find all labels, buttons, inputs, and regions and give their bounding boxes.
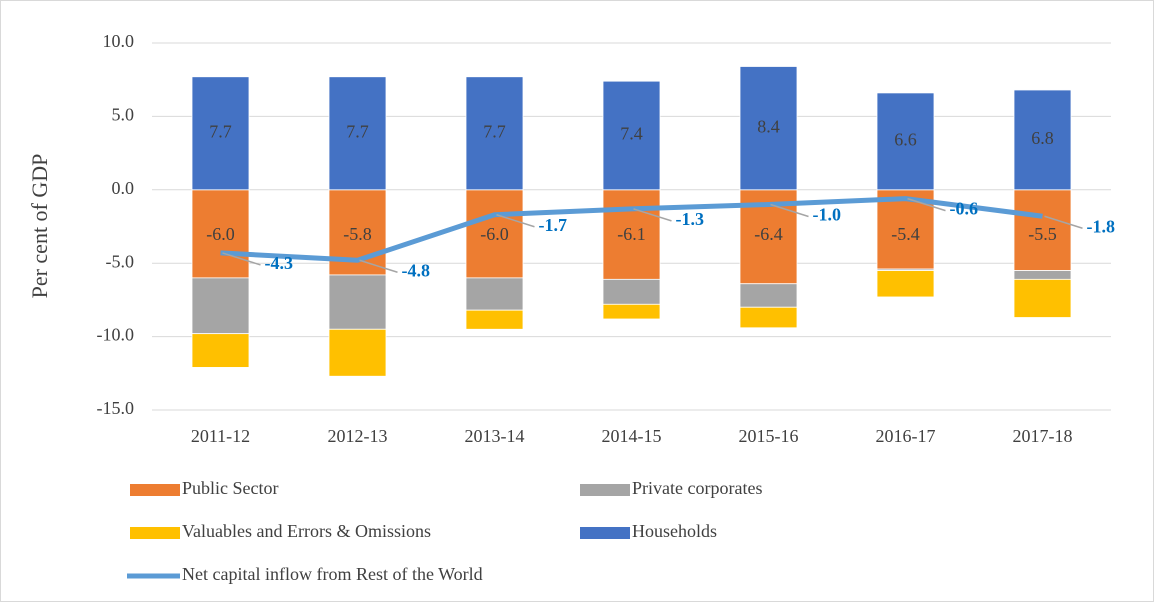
- line-data-label: -4.3: [265, 253, 294, 273]
- bar-segment: [876, 92, 935, 191]
- label-leader: [770, 203, 809, 218]
- x-tick-label: 2013-14: [465, 426, 525, 446]
- y-tick-label: 10.0: [103, 31, 135, 51]
- line-data-label: -0.6: [950, 199, 979, 219]
- bar-segment: [602, 303, 661, 320]
- y-tick-label: -10.0: [97, 325, 135, 345]
- label-leader: [359, 259, 398, 273]
- bar-segment: [328, 328, 387, 377]
- y-tick-label: 5.0: [112, 105, 135, 125]
- label-leader: [907, 197, 946, 212]
- x-tick-label: 2014-15: [602, 426, 662, 446]
- line-data-label: -4.8: [402, 260, 431, 280]
- bar-segment: [739, 283, 798, 308]
- x-tick-label: 2017-18: [1013, 426, 1073, 446]
- line-series: [220, 196, 1043, 263]
- data-label: 7.4: [620, 124, 643, 144]
- data-label: 7.7: [209, 121, 232, 141]
- line-data-label: -1.7: [539, 215, 568, 235]
- data-label: -5.5: [1028, 224, 1057, 244]
- legend-swatch: [130, 484, 180, 496]
- label-leader: [633, 208, 672, 222]
- legend-label: Public Sector: [182, 478, 279, 498]
- line-data-label: -1.0: [813, 205, 842, 225]
- line-data-label: -1.8: [1087, 216, 1116, 236]
- bar-segment: [739, 66, 798, 191]
- data-label: 7.7: [346, 121, 369, 141]
- label-leader: [1044, 215, 1083, 229]
- data-label: -6.1: [617, 224, 646, 244]
- bar-segment: [465, 277, 524, 311]
- x-tick-label: 2016-17: [876, 426, 936, 446]
- x-tick-label: 2011-12: [191, 426, 250, 446]
- bar-segment: [191, 333, 250, 368]
- bar-segment: [1013, 270, 1072, 280]
- bar-segment: [465, 76, 524, 191]
- bar-segment: [739, 306, 798, 329]
- bar-segment: [328, 76, 387, 191]
- label-leader: [496, 214, 535, 228]
- bar-segment: [1013, 278, 1072, 318]
- legend-label: Valuables and Errors & Omissions: [182, 521, 431, 541]
- bar-segment: [191, 76, 250, 191]
- bar-segment: [602, 278, 661, 305]
- legend-label: Net capital inflow from Rest of the Worl…: [182, 564, 483, 584]
- bar-segment: [191, 277, 250, 335]
- bar-segment: [602, 80, 661, 191]
- legend-swatch: [580, 527, 630, 539]
- x-tick-label: 2015-16: [739, 426, 799, 446]
- data-label: 7.7: [483, 121, 506, 141]
- data-label: -5.4: [891, 224, 920, 244]
- legend-label: Households: [632, 521, 717, 541]
- x-tick-label: 2012-13: [328, 426, 388, 446]
- y-tick-label: 0.0: [112, 178, 135, 198]
- y-tick-label: -5.0: [106, 251, 135, 271]
- bar-segment: [465, 309, 524, 330]
- bar-segment: [465, 189, 524, 279]
- data-label: -6.0: [206, 224, 235, 244]
- line-data-label: -1.3: [676, 209, 705, 229]
- data-label: 8.4: [757, 116, 780, 136]
- y-axis-label: Per cent of GDP: [27, 154, 52, 299]
- data-label: 6.6: [894, 129, 917, 149]
- label-leader: [222, 252, 261, 266]
- bar-segment: [328, 274, 387, 330]
- bar-segment: [876, 270, 935, 298]
- data-label: 6.8: [1031, 128, 1054, 148]
- data-label: -6.0: [480, 224, 509, 244]
- data-label: -5.8: [343, 224, 372, 244]
- bar-segment: [1013, 89, 1072, 191]
- legend-swatch: [580, 484, 630, 496]
- data-label: -6.4: [754, 224, 783, 244]
- y-tick-label: -15.0: [97, 398, 135, 418]
- legend-label: Private corporates: [632, 478, 762, 498]
- legend-swatch: [130, 527, 180, 539]
- bar-segment: [1013, 189, 1072, 271]
